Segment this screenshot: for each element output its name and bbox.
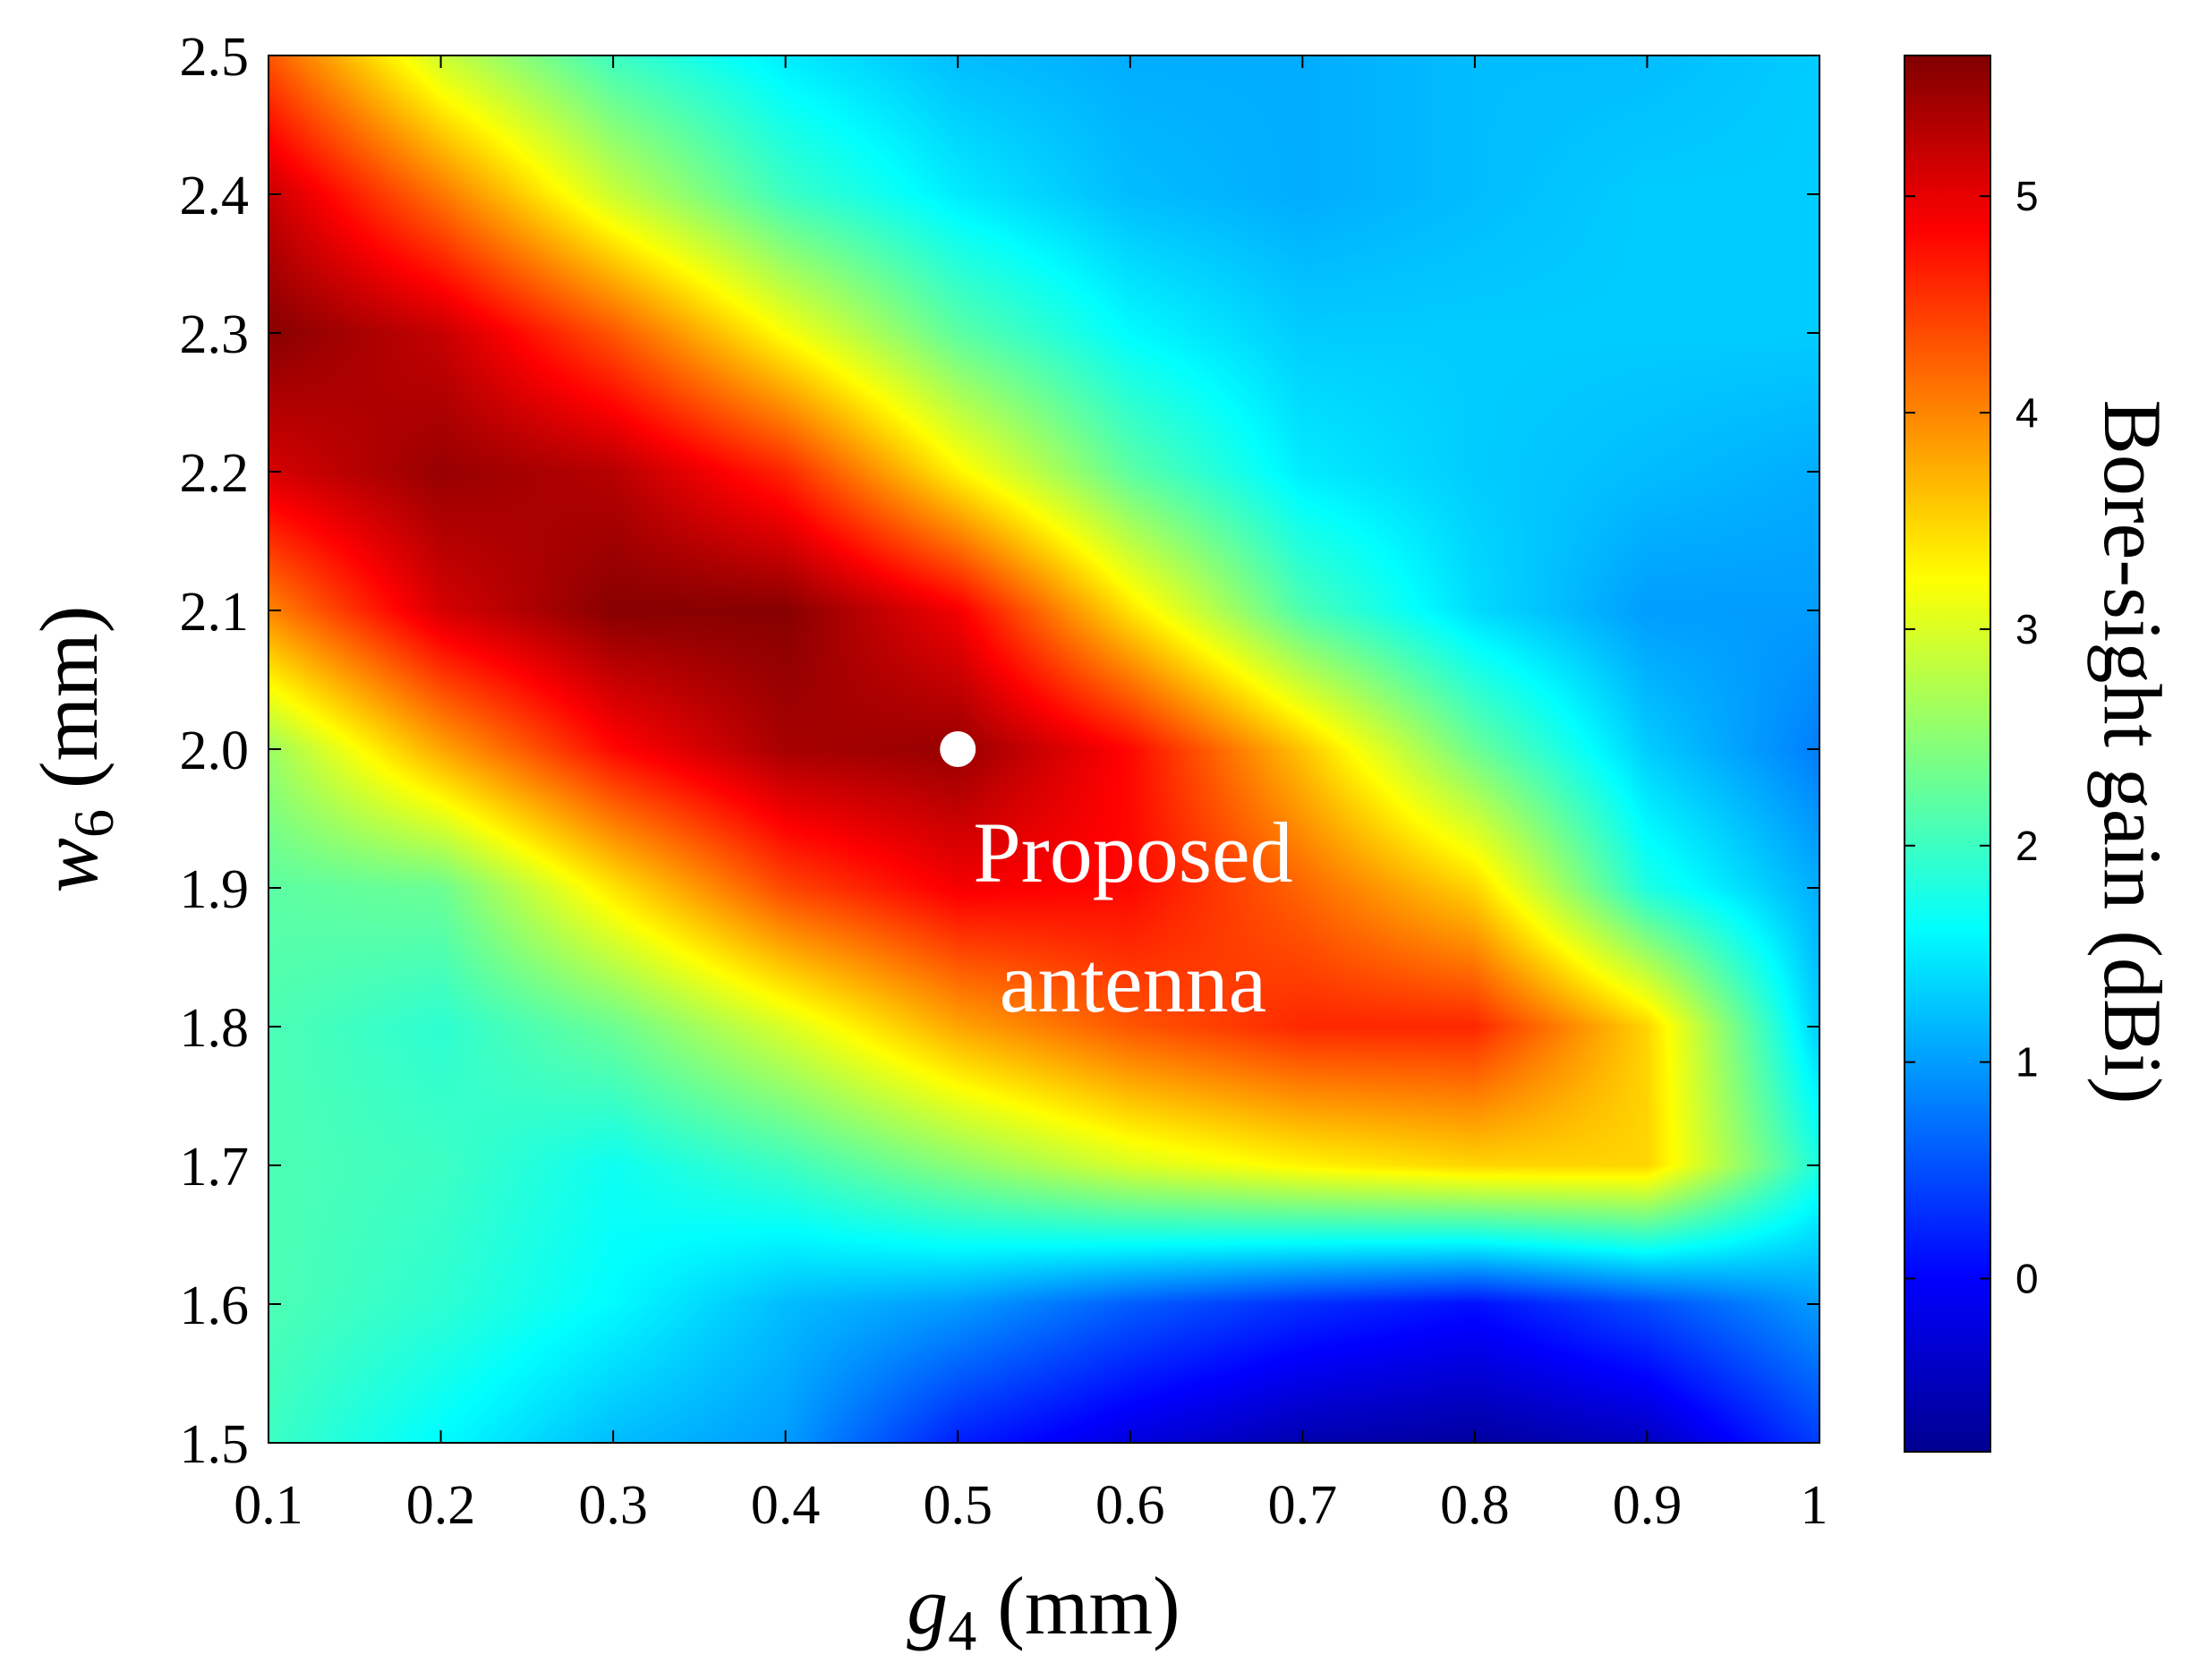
y-tick-label: 1.8 — [180, 998, 250, 1059]
marker-label-line-2: antenna — [1000, 934, 1267, 1030]
y-tick-label: 1.6 — [180, 1275, 250, 1336]
y-tick-label: 2.2 — [180, 443, 250, 504]
y-tick-label: 1.9 — [180, 859, 250, 920]
x-tick-label: 0.3 — [578, 1475, 648, 1536]
x-tick-label: 0.4 — [751, 1475, 821, 1536]
colorbar-label: Bore-sight gain (dBi) — [2087, 400, 2178, 1104]
colorbar-tick-label: 4 — [2015, 389, 2039, 436]
marker-label-line-1: Proposed — [973, 805, 1292, 900]
heatmap-surface — [268, 55, 1819, 1443]
x-tick-label: 0.9 — [1613, 1475, 1683, 1536]
y-tick-label: 1.5 — [180, 1414, 250, 1475]
y-tick-label: 2.3 — [180, 304, 250, 365]
x-tick-label: 0.8 — [1440, 1475, 1510, 1536]
y-axis-ticks: 1.5 1.6 1.7 1.8 1.9 2.0 2.1 2.2 2.3 2.4 2.5 — [180, 27, 1819, 1475]
colorbar-tick-label: 5 — [2015, 173, 2039, 219]
y-axis-label: w6 (mm) — [23, 606, 125, 893]
colorbar — [1904, 55, 1991, 1453]
colorbar-tick-label: 1 — [2015, 1039, 2039, 1086]
x-tick-label: 0.2 — [406, 1475, 476, 1536]
y-tick-label: 2.1 — [180, 582, 250, 643]
x-tick-label: 1 — [1801, 1475, 1828, 1536]
x-axis-ticks: 0.1 0.2 0.3 0.4 0.5 0.6 0.7 0.8 0.9 1 — [234, 55, 1828, 1536]
colorbar-tick-label: 0 — [2015, 1256, 2039, 1302]
y-tick-label: 2.5 — [180, 27, 250, 88]
colorbar-ticks: 0 1 2 3 4 5 — [1904, 173, 2039, 1302]
x-tick-label: 0.1 — [234, 1475, 303, 1536]
colorbar-tick-label: 3 — [2015, 606, 2039, 652]
x-tick-label: 0.7 — [1268, 1475, 1338, 1536]
x-tick-label: 0.5 — [923, 1475, 993, 1536]
x-axis-label: g4 (mm) — [907, 1560, 1180, 1662]
proposed-antenna-marker — [940, 731, 976, 767]
y-tick-label: 2.4 — [180, 166, 250, 226]
y-tick-label: 2.0 — [180, 721, 250, 781]
x-tick-label: 0.6 — [1095, 1475, 1165, 1536]
colorbar-tick-label: 2 — [2015, 823, 2039, 869]
y-tick-label: 1.7 — [180, 1137, 250, 1198]
